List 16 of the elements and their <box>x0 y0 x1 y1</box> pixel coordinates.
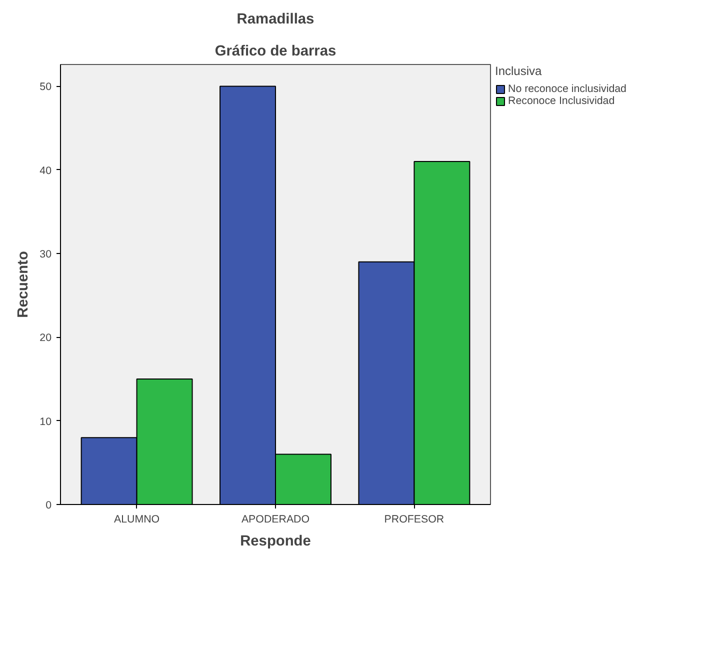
x-tick-label: PROFESOR <box>384 514 444 526</box>
legend-label: Reconoce Inclusividad <box>508 95 615 107</box>
y-tick-label: 40 <box>40 164 52 177</box>
y-axis-title: Recuento <box>16 251 32 318</box>
chart-title: Ramadillas <box>236 12 314 28</box>
x-tick-label: ALUMNO <box>114 514 160 526</box>
legend-title: Inclusiva <box>495 64 543 78</box>
y-tick-label: 50 <box>40 81 52 94</box>
chart-subtitle: Gráfico de barras <box>214 44 336 60</box>
y-tick-label: 30 <box>40 248 52 261</box>
legend-label: No reconoce inclusividad <box>508 83 626 95</box>
y-tick-label: 10 <box>40 416 52 428</box>
y-tick-label: 0 <box>46 500 52 512</box>
y-tick-label: 20 <box>40 332 52 344</box>
x-tick-label: APODERADO <box>241 514 310 526</box>
x-axis-title: Responde <box>240 534 311 550</box>
